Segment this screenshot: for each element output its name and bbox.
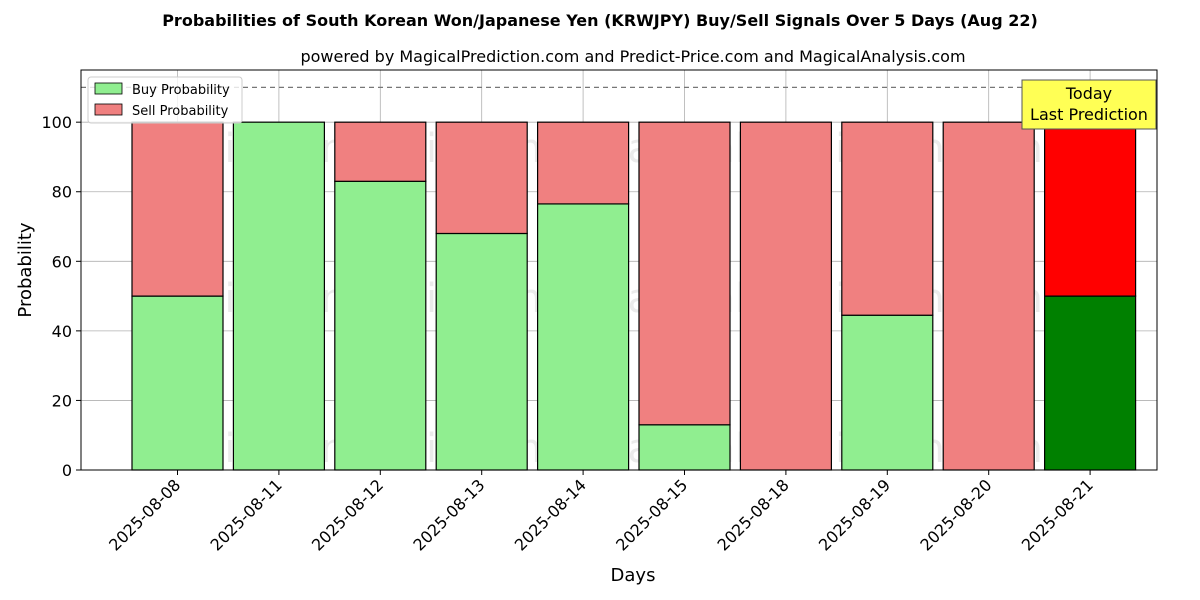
bar-buy-2025-08-19	[841, 314, 934, 471]
legend-swatch-sell	[94, 103, 123, 116]
y-tick-label: 0	[62, 461, 72, 480]
x-tick-label: 2025-08-19	[815, 475, 894, 554]
annotation-line-last-prediction: Last Prediction	[1030, 105, 1148, 124]
bar-buy-2025-08-08	[131, 295, 224, 471]
x-tick-label: 2025-08-20	[916, 475, 995, 554]
chart-title: Probabilities of South Korean Won/Japane…	[162, 11, 1038, 30]
x-tick-label: 2025-08-13	[409, 475, 488, 554]
x-tick-label: 2025-08-12	[308, 475, 387, 554]
bar-sell-2025-08-14	[536, 121, 630, 205]
bar-sell-2025-08-12	[334, 121, 427, 182]
bar-buy-2025-08-11	[232, 121, 325, 471]
x-axis-ticks: 2025-08-08 2025-08-11 2025-08-12 2025-08-13…	[105, 470, 1097, 555]
bar-sell-2025-08-13	[435, 121, 528, 235]
legend-label-sell: Sell Probability	[132, 104, 229, 119]
legend-swatch-buy	[94, 82, 123, 95]
y-tick-label: 20	[52, 391, 72, 410]
bar-buy-2025-08-21	[1043, 295, 1137, 471]
y-tick-label: 80	[52, 183, 72, 202]
legend-box	[87, 76, 243, 124]
annotation-box	[1021, 79, 1157, 130]
x-tick-label: 2025-08-08	[105, 475, 184, 554]
y-tick-label: 40	[52, 322, 72, 341]
x-tick-label: 2025-08-18	[714, 475, 793, 554]
x-axis-label: Days	[611, 565, 656, 586]
x-tick-label: 2025-08-14	[511, 475, 590, 554]
x-tick-label: 2025-08-21	[1018, 475, 1097, 554]
bar-buy-2025-08-13	[435, 232, 528, 471]
legend-label-buy: Buy Probability	[132, 83, 230, 98]
bar-sell-2025-08-08	[131, 121, 224, 297]
annotation-line-today: Today	[1065, 84, 1112, 103]
bar-sell-2025-08-19	[841, 121, 934, 316]
x-tick-label: 2025-08-15	[612, 475, 691, 554]
bars	[131, 121, 1137, 471]
bar-sell-2025-08-15	[638, 121, 731, 426]
bar-buy-2025-08-12	[334, 180, 427, 471]
today-annotation: Today Last Prediction	[1021, 79, 1157, 130]
x-tick-label: 2025-08-11	[207, 475, 286, 554]
y-tick-label: 100	[41, 113, 72, 132]
bar-buy-2025-08-14	[536, 203, 630, 471]
legend: Buy Probability Sell Probability	[87, 76, 243, 124]
bar-sell-2025-08-18	[739, 121, 833, 471]
chart-subtitle: powered by MagicalPrediction.com and Pre…	[300, 47, 965, 66]
bar-buy-2025-08-15	[638, 424, 731, 471]
y-axis-ticks: 0 20 40 60 80 100	[41, 113, 81, 480]
bar-sell-2025-08-21	[1043, 121, 1137, 297]
bar-sell-2025-08-20	[942, 121, 1035, 471]
plot-frame	[80, 69, 1158, 471]
y-tick-label: 60	[52, 252, 72, 271]
y-axis-label: Probability	[15, 222, 36, 317]
